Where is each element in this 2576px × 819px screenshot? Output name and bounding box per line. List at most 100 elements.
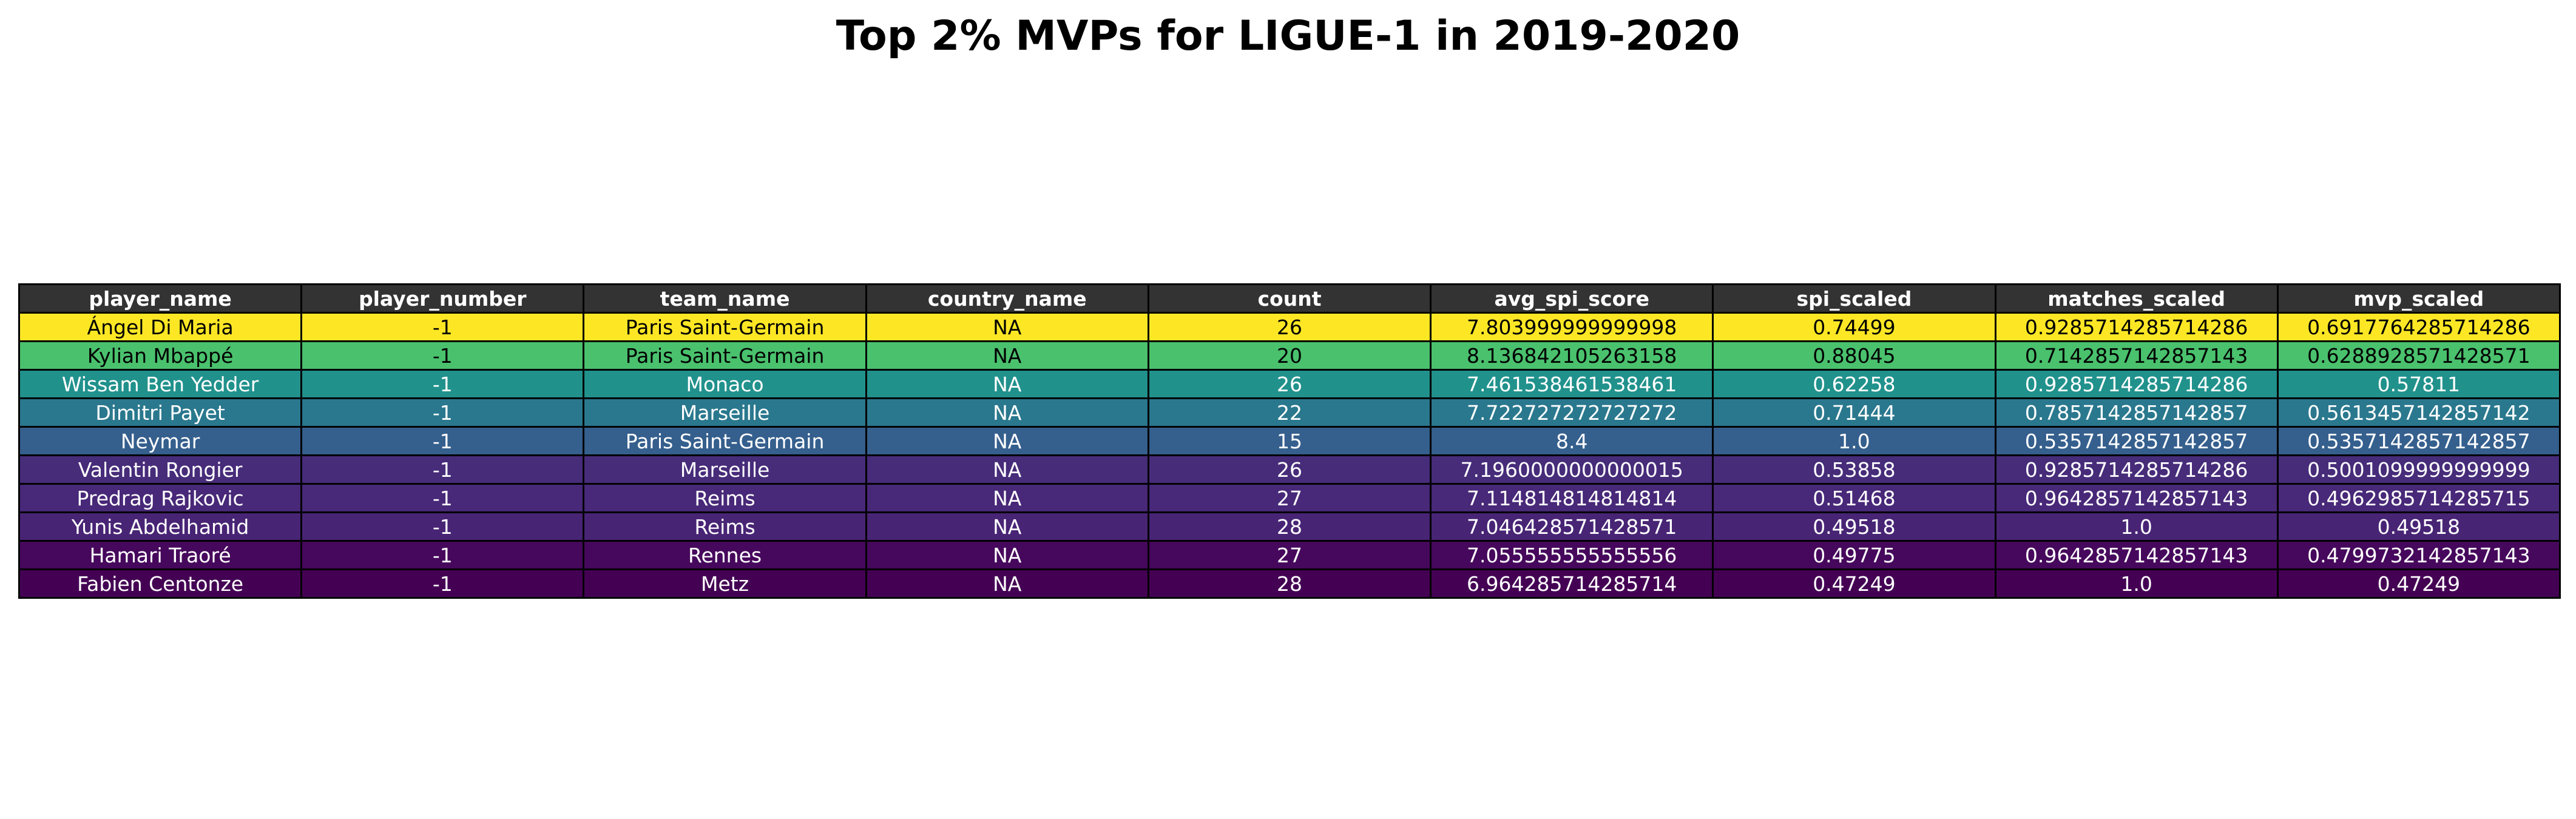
table-cell-player-name: Dimitri Payet xyxy=(18,397,303,428)
table-cell-matches-scaled: 0.7857142857142857 xyxy=(1994,397,2279,428)
table-row: Valentin Rongier -1 Marseille NA 26 7.1960000… xyxy=(18,454,2561,485)
table-cell-avg-spi-score: 7.1960000000000015 xyxy=(1430,454,1714,485)
table-cell-avg-spi-score: 8.136842105263158 xyxy=(1430,340,1714,371)
column-header-player-name: player_name xyxy=(18,283,303,314)
table-cell-mvp-scaled: 0.5001099999999999 xyxy=(2276,454,2561,485)
table-cell-avg-spi-score: 7.055555555555556 xyxy=(1430,540,1714,570)
table-cell-country-name: NA xyxy=(865,483,1149,513)
table-cell-player-number: -1 xyxy=(300,426,585,456)
table-cell-count: 28 xyxy=(1147,568,1432,599)
table-cell-team-name: Monaco xyxy=(583,369,867,399)
table-body: Ángel Di Maria -1 Paris Saint-Germain NA 26 7… xyxy=(18,312,2561,599)
table-cell-country-name: NA xyxy=(865,540,1149,570)
table-cell-spi-scaled: 0.53858 xyxy=(1712,454,1996,485)
column-header-mvp-scaled: mvp_scaled xyxy=(2276,283,2561,314)
table-cell-country-name: NA xyxy=(865,426,1149,456)
table-cell-spi-scaled: 1.0 xyxy=(1712,426,1996,456)
table-cell-count: 26 xyxy=(1147,454,1432,485)
table-cell-count: 26 xyxy=(1147,369,1432,399)
table-cell-matches-scaled: 0.9642857142857143 xyxy=(1994,483,2279,513)
column-header-avg-spi-score: avg_spi_score xyxy=(1430,283,1714,314)
table-cell-spi-scaled: 0.88045 xyxy=(1712,340,1996,371)
table-cell-player-name: Ángel Di Maria xyxy=(18,312,303,342)
table-cell-player-number: -1 xyxy=(300,483,585,513)
table-cell-country-name: NA xyxy=(865,397,1149,428)
table-cell-team-name: Marseille xyxy=(583,397,867,428)
table-cell-count: 22 xyxy=(1147,397,1432,428)
table-cell-spi-scaled: 0.49775 xyxy=(1712,540,1996,570)
table-cell-spi-scaled: 0.74499 xyxy=(1712,312,1996,342)
table-cell-avg-spi-score: 7.114814814814814 xyxy=(1430,483,1714,513)
table-cell-player-name: Predrag Rajkovic xyxy=(18,483,303,513)
table-cell-avg-spi-score: 7.461538461538461 xyxy=(1430,369,1714,399)
table-cell-avg-spi-score: 7.803999999999998 xyxy=(1430,312,1714,342)
table-cell-spi-scaled: 0.51468 xyxy=(1712,483,1996,513)
table-cell-matches-scaled: 0.7142857142857143 xyxy=(1994,340,2279,371)
mvp-table: player_name player_number team_name country… xyxy=(18,283,2561,599)
table-cell-country-name: NA xyxy=(865,340,1149,371)
column-header-country-name: country_name xyxy=(865,283,1149,314)
table-cell-matches-scaled: 0.9285714285714286 xyxy=(1994,312,2279,342)
table-cell-player-number: -1 xyxy=(300,568,585,599)
table-cell-mvp-scaled: 0.47249 xyxy=(2276,568,2561,599)
table-cell-mvp-scaled: 0.4799732142857143 xyxy=(2276,540,2561,570)
column-header-spi-scaled: spi_scaled xyxy=(1712,283,1996,314)
table-row: Kylian Mbappé -1 Paris Saint-Germain NA 20 8.… xyxy=(18,340,2561,371)
table-cell-team-name: Rennes xyxy=(583,540,867,570)
table-cell-player-number: -1 xyxy=(300,540,585,570)
column-header-team-name: team_name xyxy=(583,283,867,314)
table-cell-count: 27 xyxy=(1147,540,1432,570)
table-cell-player-name: Fabien Centonze xyxy=(18,568,303,599)
table-cell-mvp-scaled: 0.5613457142857142 xyxy=(2276,397,2561,428)
table-cell-player-number: -1 xyxy=(300,397,585,428)
table-cell-team-name: Marseille xyxy=(583,454,867,485)
table-cell-country-name: NA xyxy=(865,369,1149,399)
table-cell-spi-scaled: 0.47249 xyxy=(1712,568,1996,599)
column-header-matches-scaled: matches_scaled xyxy=(1994,283,2279,314)
table-row: Wissam Ben Yedder -1 Monaco NA 26 7.461538461… xyxy=(18,369,2561,399)
table-cell-team-name: Paris Saint-Germain xyxy=(583,340,867,371)
table-cell-matches-scaled: 0.9285714285714286 xyxy=(1994,454,2279,485)
table-row: Ángel Di Maria -1 Paris Saint-Germain NA 26 7… xyxy=(18,312,2561,342)
table-row: Hamari Traoré -1 Rennes NA 27 7.0555555555555… xyxy=(18,540,2561,570)
table-cell-avg-spi-score: 7.722727272727272 xyxy=(1430,397,1714,428)
table-cell-spi-scaled: 0.71444 xyxy=(1712,397,1996,428)
table-cell-team-name: Paris Saint-Germain xyxy=(583,426,867,456)
table-cell-count: 15 xyxy=(1147,426,1432,456)
column-header-count: count xyxy=(1147,283,1432,314)
table-cell-count: 20 xyxy=(1147,340,1432,371)
table-cell-country-name: NA xyxy=(865,454,1149,485)
table-cell-count: 28 xyxy=(1147,511,1432,542)
table-cell-spi-scaled: 0.49518 xyxy=(1712,511,1996,542)
table-cell-player-number: -1 xyxy=(300,511,585,542)
chart-title: Top 2% MVPs for LIGUE-1 in 2019-2020 xyxy=(836,12,1740,60)
table-cell-matches-scaled: 0.9285714285714286 xyxy=(1994,369,2279,399)
table-cell-matches-scaled: 1.0 xyxy=(1994,511,2279,542)
table-cell-player-number: -1 xyxy=(300,340,585,371)
table-cell-player-name: Wissam Ben Yedder xyxy=(18,369,303,399)
table-cell-mvp-scaled: 0.4962985714285715 xyxy=(2276,483,2561,513)
table-row: Neymar -1 Paris Saint-Germain NA 15 8.4 1.0 0.5… xyxy=(18,426,2561,456)
table-cell-player-name: Neymar xyxy=(18,426,303,456)
table-cell-team-name: Metz xyxy=(583,568,867,599)
column-header-player-number: player_number xyxy=(300,283,585,314)
table-cell-matches-scaled: 1.0 xyxy=(1994,568,2279,599)
table-row: Dimitri Payet -1 Marseille NA 22 7.7227272727… xyxy=(18,397,2561,428)
table-cell-team-name: Paris Saint-Germain xyxy=(583,312,867,342)
table-cell-mvp-scaled: 0.49518 xyxy=(2276,511,2561,542)
table-row: Yunis Abdelhamid -1 Reims NA 28 7.04642857142… xyxy=(18,511,2561,542)
table-cell-player-name: Valentin Rongier xyxy=(18,454,303,485)
table-cell-mvp-scaled: 0.5357142857142857 xyxy=(2276,426,2561,456)
table-cell-player-number: -1 xyxy=(300,454,585,485)
table-cell-mvp-scaled: 0.6917764285714286 xyxy=(2276,312,2561,342)
table-cell-team-name: Reims xyxy=(583,483,867,513)
table-row: Fabien Centonze -1 Metz NA 28 6.9642857142857… xyxy=(18,568,2561,599)
table-cell-mvp-scaled: 0.6288928571428571 xyxy=(2276,340,2561,371)
table-cell-player-number: -1 xyxy=(300,369,585,399)
table-cell-matches-scaled: 0.5357142857142857 xyxy=(1994,426,2279,456)
table-cell-avg-spi-score: 7.046428571428571 xyxy=(1430,511,1714,542)
table-cell-country-name: NA xyxy=(865,568,1149,599)
table-cell-player-name: Yunis Abdelhamid xyxy=(18,511,303,542)
table-cell-player-number: -1 xyxy=(300,312,585,342)
table-cell-avg-spi-score: 6.964285714285714 xyxy=(1430,568,1714,599)
